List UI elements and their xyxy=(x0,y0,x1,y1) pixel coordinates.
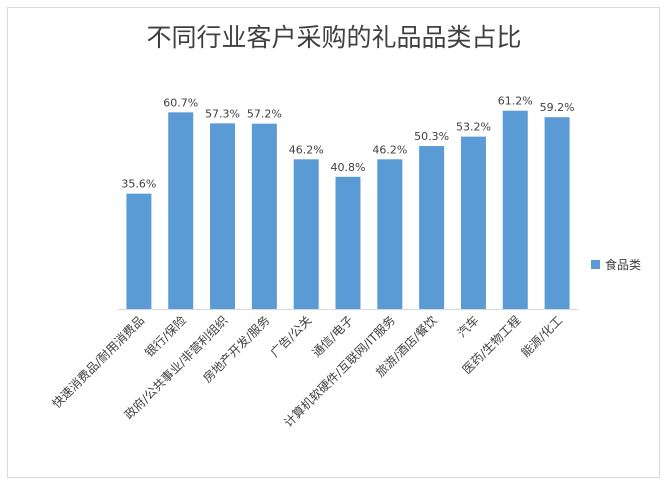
bar-8 xyxy=(460,136,486,309)
legend: 食品类 xyxy=(591,256,641,273)
data-label-10: 59.2% xyxy=(540,101,575,114)
bar-0 xyxy=(126,193,152,309)
data-label-3: 57.2% xyxy=(247,108,282,121)
bar-3 xyxy=(251,123,277,309)
bar-6 xyxy=(377,159,403,309)
category-label-10: 能源/化工 xyxy=(519,313,566,360)
bar-2 xyxy=(210,123,236,310)
legend-swatch xyxy=(591,260,600,269)
bar-5 xyxy=(335,176,361,309)
data-label-5: 40.8% xyxy=(331,161,366,174)
bar-9 xyxy=(502,110,528,309)
legend-label: 食品类 xyxy=(605,258,642,272)
bar-4 xyxy=(293,159,319,309)
data-label-2: 57.3% xyxy=(205,107,240,120)
category-label-8: 汽车 xyxy=(454,313,482,341)
data-label-8: 53.2% xyxy=(456,121,491,134)
data-label-4: 46.2% xyxy=(289,143,324,156)
data-label-9: 61.2% xyxy=(498,95,533,108)
bar-7 xyxy=(419,146,445,309)
chart-title: 不同行业客户采购的礼品品类占比 xyxy=(146,23,522,52)
data-label-1: 60.7% xyxy=(163,96,198,109)
category-label-0: 快速消费品/耐用消费品 xyxy=(49,313,147,411)
data-label-0: 35.6% xyxy=(121,178,156,191)
data-label-6: 46.2% xyxy=(372,143,407,156)
data-label-7: 50.3% xyxy=(414,130,449,143)
bar-1 xyxy=(168,112,194,309)
category-label-4: 广告/公关 xyxy=(268,313,315,360)
bar-10 xyxy=(544,117,570,309)
